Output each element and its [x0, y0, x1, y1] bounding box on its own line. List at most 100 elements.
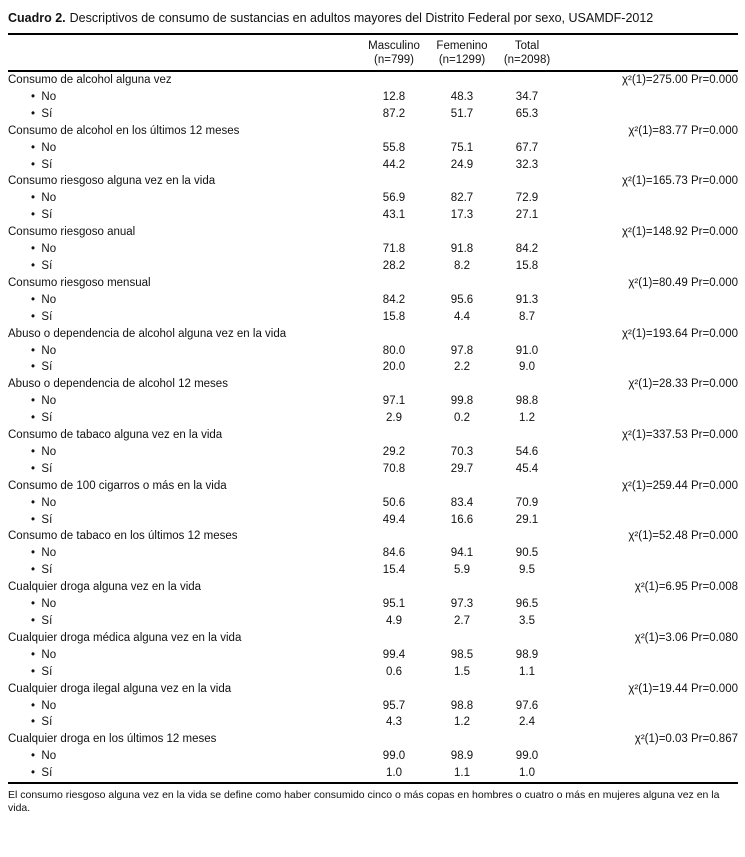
empty-cell [428, 123, 496, 140]
value-cell: 8.7 [519, 310, 535, 323]
value-cell: 16.6 [450, 513, 474, 526]
empty-cell [428, 427, 496, 444]
empty-cell [496, 376, 558, 393]
section-label: Consumo de alcohol alguna vez [8, 74, 172, 86]
value-cell: 1.0 [386, 767, 402, 780]
value-cell: 1.5 [454, 665, 470, 678]
table-row: No 84.6 94.1 90.5 [8, 545, 738, 562]
empty-cell [360, 275, 428, 292]
value-cell: 1.0 [519, 767, 535, 780]
table-row: No 12.8 48.3 34.7 [8, 89, 738, 106]
value-cell: 54.6 [515, 445, 539, 458]
table-row: Sí 4.3 1.2 2.4 [8, 714, 738, 731]
value-cell: 91.8 [450, 243, 474, 256]
paper-table-page: Cuadro 2. Descriptivos de consumo de sust… [0, 0, 745, 815]
table-row: No 56.9 82.7 72.9 [8, 190, 738, 207]
section-label: Abuso o dependencia de alcohol alguna ve… [8, 327, 287, 340]
chi-square-stat: χ²(1)=275.00 Pr=0.000 [622, 74, 738, 86]
column-n: (n=799) [374, 53, 414, 66]
empty-cell [558, 698, 738, 715]
empty-cell [360, 224, 428, 241]
empty-header-cell [558, 35, 738, 72]
row-label: Sí [8, 309, 360, 326]
table-row: Sí 4.9 2.7 3.5 [8, 613, 738, 630]
empty-cell [558, 292, 738, 309]
table-caption: Descriptivos de consumo de sustancias en… [69, 11, 654, 25]
table-row: Sí 49.4 16.6 29.1 [8, 512, 738, 529]
value-cell: 97.1 [382, 395, 406, 408]
table-footnote: El consumo riesgoso alguna vez en la vid… [8, 789, 720, 815]
empty-cell [558, 444, 738, 461]
value-cell: 72.9 [515, 192, 539, 205]
section-label: Consumo riesgoso mensual [8, 276, 151, 289]
empty-cell [558, 647, 738, 664]
value-cell: 84.2 [382, 293, 406, 306]
row-label: No [8, 241, 360, 258]
table-row: Sí 44.2 24.9 32.3 [8, 157, 738, 174]
value-cell: 29.7 [450, 462, 474, 475]
section-row: Consumo de alcohol alguna vez χ²(1)=275.0… [8, 71, 738, 89]
empty-cell [558, 106, 738, 123]
value-cell: 15.8 [382, 310, 406, 323]
value-cell: 4.4 [454, 310, 470, 323]
value-cell: 45.4 [515, 462, 539, 475]
value-cell: 95.1 [382, 598, 406, 611]
empty-cell [428, 681, 496, 698]
table-row: Sí 15.4 5.9 9.5 [8, 562, 738, 579]
value-cell: 20.0 [382, 361, 406, 374]
chi-square-stat: χ²(1)=80.49 Pr=0.000 [628, 276, 738, 289]
empty-cell [360, 731, 428, 748]
row-label: Sí [8, 765, 360, 783]
value-cell: 2.2 [454, 361, 470, 374]
chi-square-stat: χ²(1)=193.64 Pr=0.000 [622, 327, 738, 340]
empty-cell [496, 731, 558, 748]
empty-cell [496, 326, 558, 343]
empty-cell [558, 596, 738, 613]
column-label: Masculino [368, 40, 420, 52]
value-cell: 9.0 [519, 361, 535, 374]
row-label: No [8, 393, 360, 410]
empty-cell [496, 579, 558, 596]
table-row: No 95.7 98.8 97.6 [8, 698, 738, 715]
empty-cell [558, 545, 738, 562]
value-cell: 97.3 [450, 598, 474, 611]
row-label: No [8, 343, 360, 360]
value-cell: 1.1 [519, 665, 535, 678]
column-header-total: Total (n=2098) [496, 35, 558, 72]
empty-cell [558, 562, 738, 579]
row-label: Sí [8, 157, 360, 174]
table-row: Sí 0.6 1.5 1.1 [8, 664, 738, 681]
section-label: Abuso o dependencia de alcohol 12 meses [8, 378, 228, 391]
value-cell: 2.4 [519, 716, 535, 729]
value-cell: 32.3 [515, 158, 539, 171]
empty-cell [558, 512, 738, 529]
empty-cell [558, 495, 738, 512]
value-cell: 95.6 [450, 293, 474, 306]
row-label: Sí [8, 613, 360, 630]
empty-cell [558, 207, 738, 224]
table-row: Sí 87.2 51.7 65.3 [8, 106, 738, 123]
value-cell: 17.3 [450, 209, 474, 222]
value-cell: 95.7 [382, 699, 406, 712]
empty-cell [360, 478, 428, 495]
row-label: Sí [8, 207, 360, 224]
row-label: Sí [8, 106, 360, 123]
section-row: Consumo riesgoso alguna vez en la vida χ²… [8, 173, 738, 190]
empty-cell [428, 275, 496, 292]
chi-square-stat: χ²(1)=52.48 Pr=0.000 [628, 530, 738, 543]
row-label: Sí [8, 359, 360, 376]
empty-cell [496, 123, 558, 140]
value-cell: 2.7 [454, 615, 470, 627]
empty-cell [360, 71, 428, 89]
value-cell: 0.2 [454, 412, 470, 425]
empty-cell [558, 241, 738, 258]
column-n: (n=1299) [438, 53, 486, 66]
value-cell: 70.3 [450, 445, 474, 458]
table-row: No 80.0 97.8 91.0 [8, 343, 738, 360]
table-row: Sí 70.8 29.7 45.4 [8, 461, 738, 478]
empty-cell [428, 326, 496, 343]
column-header-masculino: Masculino (n=799) [360, 35, 428, 72]
value-cell: 65.3 [515, 107, 539, 120]
value-cell: 3.5 [519, 615, 535, 627]
value-cell: 98.5 [450, 648, 474, 661]
